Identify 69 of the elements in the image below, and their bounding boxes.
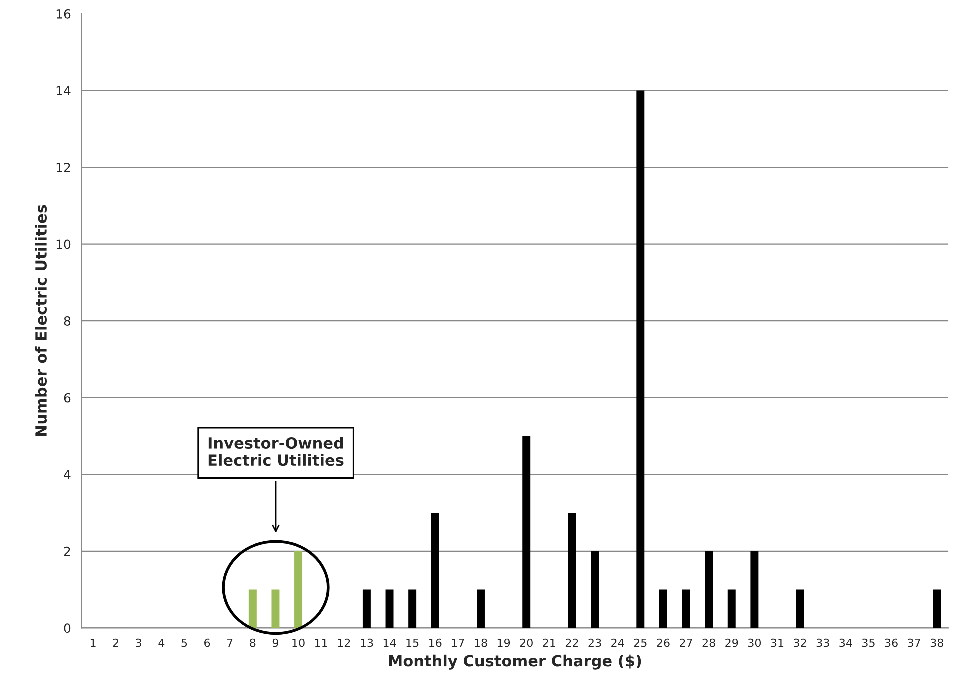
x-tick-label: 2 [113, 638, 118, 648]
x-tick-label: 23 [588, 638, 602, 648]
bar [796, 590, 804, 628]
x-tick-label: 1 [90, 638, 96, 648]
x-tick-label: 12 [338, 638, 350, 648]
y-axis-title: Number of Electric Utilities [35, 205, 48, 436]
bar [248, 590, 257, 628]
x-tick-label: 13 [361, 638, 374, 648]
x-tick-label: 36 [885, 638, 898, 648]
x-tick-label: 20 [520, 638, 533, 648]
x-tick-label: 22 [566, 638, 578, 648]
x-tick-label: 16 [430, 638, 442, 648]
x-tick-label: 18 [475, 638, 488, 648]
annotation: Investor-Owned Electric Utilities [208, 437, 344, 466]
x-tick-label: 10 [292, 638, 305, 648]
x-tick-label: 31 [771, 638, 784, 648]
bar [431, 513, 440, 628]
bar [728, 590, 736, 628]
x-tick-label: 14 [384, 638, 396, 648]
bar [408, 590, 417, 628]
x-tick-label: 28 [702, 638, 716, 648]
x-tick-label: 21 [543, 638, 556, 648]
bar [294, 551, 303, 628]
x-tick-label: 32 [794, 638, 806, 648]
bar [362, 590, 371, 628]
bar [750, 551, 759, 628]
bar [386, 590, 394, 628]
bar [636, 90, 645, 628]
x-tick-label: 19 [498, 638, 510, 648]
x-tick-label: 27 [680, 638, 692, 648]
x-tick-label: 4 [158, 638, 165, 648]
x-tick-label: 17 [452, 638, 464, 648]
y-tick-label: 2 [64, 546, 70, 556]
x-tick-label: 9 [272, 638, 278, 648]
x-tick-label: 35 [862, 638, 875, 648]
bar [659, 590, 668, 628]
bar [568, 513, 576, 628]
x-tick-label: 37 [908, 638, 920, 648]
bar [682, 590, 690, 628]
x-tick-label: 11 [315, 638, 328, 648]
x-axis-title: Monthly Customer Charge ($) [389, 654, 642, 670]
bar [477, 590, 485, 628]
x-tick-label: 34 [840, 638, 852, 648]
x-tick-label: 25 [634, 638, 647, 648]
y-tick-label: 14 [56, 86, 71, 96]
x-tick-label: 30 [748, 638, 762, 648]
bar [522, 436, 531, 628]
y-tick-label: 6 [64, 393, 71, 403]
x-tick-label: 24 [612, 638, 624, 648]
x-tick-label: 38 [930, 638, 944, 648]
x-tick-label: 5 [182, 638, 188, 648]
x-tick-label: 7 [227, 638, 233, 648]
y-tick-label: 8 [64, 316, 71, 326]
y-tick-label: 16 [56, 9, 71, 19]
y-tick-label: 12 [56, 162, 70, 172]
bar [933, 590, 942, 628]
x-tick-label: 26 [657, 638, 670, 648]
x-tick-label: 33 [816, 638, 830, 648]
bar [591, 551, 600, 628]
bar [705, 551, 714, 628]
x-tick-label: 15 [406, 638, 419, 648]
bar [272, 590, 280, 628]
x-tick-label: 3 [136, 638, 142, 648]
x-tick-label: 6 [204, 638, 210, 648]
y-tick-label: 0 [64, 624, 71, 634]
y-tick-label: 10 [56, 240, 71, 250]
x-tick-label: 8 [250, 638, 256, 648]
y-tick-label: 4 [64, 470, 71, 480]
x-tick-label: 29 [726, 638, 738, 648]
